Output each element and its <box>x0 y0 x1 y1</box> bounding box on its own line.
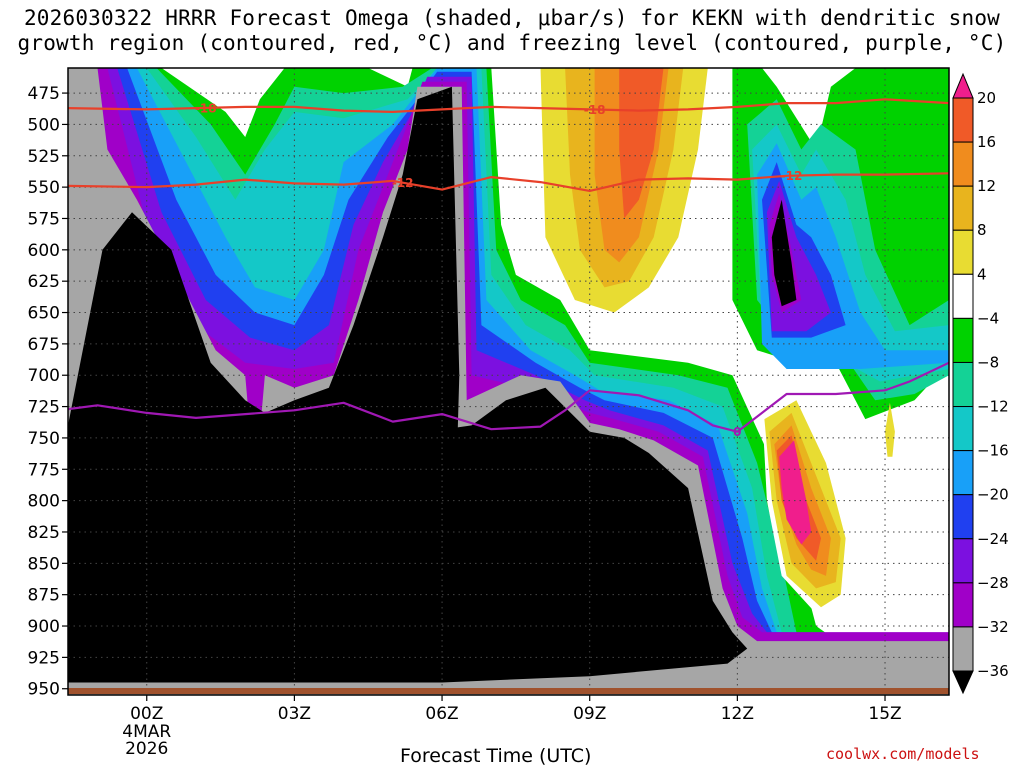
colorbar-swatch-2 <box>952 141 974 187</box>
colorbar-label-12: −32 <box>977 618 1009 636</box>
y-tick-label-950: 950 <box>28 680 60 700</box>
y-tick-label-900: 900 <box>28 617 60 637</box>
x-tick-label-03Z: 03Z <box>278 704 311 724</box>
colorbar-swatch-4 <box>952 229 974 275</box>
contour-label-1-0: -12 <box>392 176 414 190</box>
contour-label-0-0: -18 <box>195 101 217 115</box>
colorbar-swatch-8 <box>952 406 974 452</box>
colorbar-label-9: −20 <box>977 486 1009 504</box>
x-tick-label-09Z: 09Z <box>573 704 606 724</box>
colorbar-swatch-10 <box>952 494 974 540</box>
y-tick-label-550: 550 <box>28 178 60 198</box>
colorbar-swatch-6 <box>952 317 974 363</box>
x-tick-label-06Z: 06Z <box>425 704 458 724</box>
contour-line-0 <box>68 98 949 114</box>
y-tick-label-725: 725 <box>28 398 60 418</box>
y-tick-label-475: 475 <box>28 84 60 104</box>
temperature-contours: -18 -18 -12 -12 0 <box>68 98 949 439</box>
colorbar-label-4: 4 <box>977 265 987 283</box>
x-date-label-0: 4MAR <box>122 722 171 742</box>
colorbar-label-7: −12 <box>977 398 1009 416</box>
colorbar-swatch-9 <box>952 450 974 496</box>
colorbar-label-3: 8 <box>977 221 987 239</box>
y-axis: 475 500 525 550 575 600 625 650 675 700 725 750 775 8… <box>28 84 68 700</box>
y-tick-label-650: 650 <box>28 304 60 324</box>
chart-title: 2026030322 HRRR Forecast Omega (shaded, … <box>0 6 1024 56</box>
omega-region-yellow <box>885 402 895 457</box>
colorbar-label-1: 16 <box>977 133 996 151</box>
colorbar-label-0: 20 <box>977 89 996 107</box>
y-tick-label-675: 675 <box>28 335 60 355</box>
colorbar-swatch-11 <box>952 538 974 584</box>
colorbar-swatch-7 <box>952 361 974 408</box>
x-axis-label: Forecast Time (UTC) <box>400 745 592 767</box>
y-tick-label-825: 825 <box>28 523 60 543</box>
colorbar-swatch-5 <box>952 273 974 319</box>
colorbar: 20 16 12 8 4 −4 −8 −12 −16 −20 −24 −28 −32 −36 <box>952 72 1009 695</box>
contour-label-2-0: 0 <box>733 425 741 439</box>
x-date-label-1: 2026 <box>125 739 168 759</box>
colorbar-swatch-13 <box>952 626 974 672</box>
colorbar-label-5: −4 <box>977 309 999 327</box>
contour-label-0-1: -18 <box>584 103 606 117</box>
contour-line-1 <box>68 172 949 192</box>
y-tick-label-700: 700 <box>28 366 60 386</box>
chart-title-line1: 2026030322 HRRR Forecast Omega (shaded, … <box>23 6 1001 30</box>
x-tick-label-00Z: 00Z <box>130 704 163 724</box>
colorbar-label-10: −24 <box>977 530 1009 548</box>
credit-text: coolwx.com/models <box>826 745 980 763</box>
colorbar-swatch-12 <box>952 582 974 628</box>
x-tick-label-15Z: 15Z <box>868 704 901 724</box>
omega-region-black <box>771 199 797 307</box>
contour-line-2 <box>68 361 949 433</box>
y-tick-label-925: 925 <box>28 648 60 668</box>
chart-title-line2: growth region (contoured, red, °C) and f… <box>17 31 1007 55</box>
colorbar-cap-bottom <box>952 670 974 695</box>
y-tick-label-750: 750 <box>28 429 60 449</box>
colorbar-swatch-1 <box>952 97 974 143</box>
colorbar-label-6: −8 <box>977 353 999 371</box>
y-tick-label-775: 775 <box>28 460 60 480</box>
y-tick-label-600: 600 <box>28 241 60 261</box>
contour-label-1-1: -12 <box>781 169 803 183</box>
plot-frame <box>67 67 950 696</box>
colorbar-label-11: −28 <box>977 574 1009 592</box>
colorbar-label-2: 12 <box>977 177 996 195</box>
x-tick-label-12Z: 12Z <box>721 704 754 724</box>
y-tick-label-625: 625 <box>28 272 60 292</box>
omega-region-pink <box>779 440 812 545</box>
colorbar-cap-top <box>952 72 974 99</box>
colorbar-swatch-3 <box>952 185 974 231</box>
ground-strip <box>68 688 949 694</box>
omega-region-black <box>68 86 748 695</box>
y-tick-label-875: 875 <box>28 586 60 606</box>
y-tick-label-500: 500 <box>28 115 60 135</box>
y-tick-label-525: 525 <box>28 147 60 167</box>
y-tick-label-575: 575 <box>28 209 60 229</box>
colorbar-label-13: −36 <box>977 662 1009 680</box>
y-tick-label-850: 850 <box>28 554 60 574</box>
y-tick-label-800: 800 <box>28 492 60 512</box>
colorbar-label-8: −16 <box>977 442 1009 460</box>
